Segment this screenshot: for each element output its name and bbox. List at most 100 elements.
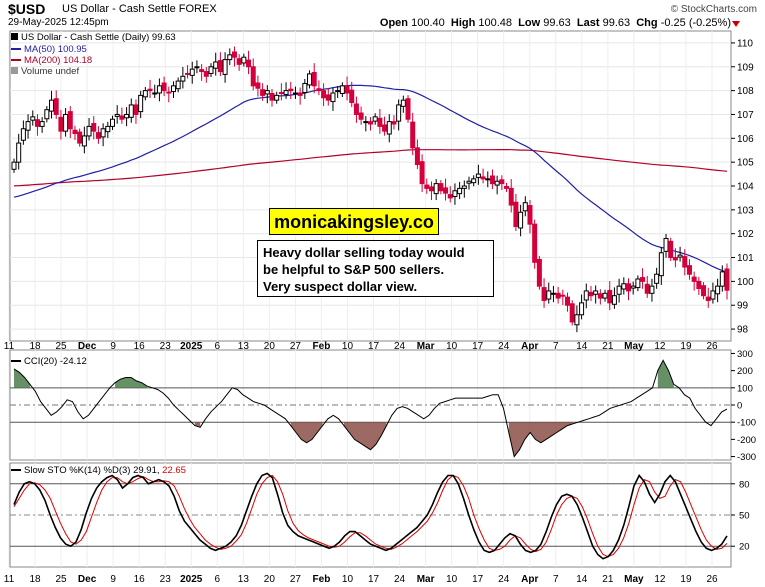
x-axis-label-top: 24: [498, 341, 510, 352]
legend-main-swatch: [11, 33, 18, 40]
candle-body: [241, 56, 247, 64]
legend-ma50-swatch: [11, 48, 21, 51]
candle-body: [546, 290, 552, 300]
x-axis-label-top: 25: [56, 341, 68, 352]
candle-body: [161, 82, 167, 92]
x-axis-label-top: 16: [134, 341, 146, 352]
candle-body: [489, 175, 495, 185]
candle-body: [513, 201, 519, 228]
x-axis-label-bottom: 6: [215, 574, 221, 585]
candle-body: [635, 278, 641, 289]
candle-body: [414, 147, 420, 166]
down-arrow-icon: [732, 21, 740, 27]
candle-body: [461, 185, 467, 189]
low-value: 99.63: [543, 17, 571, 29]
x-axis-label-top: 11: [4, 341, 15, 352]
candle-body: [410, 121, 416, 149]
candle-body: [227, 54, 233, 61]
candle-body: [67, 111, 73, 130]
candle-body: [677, 254, 683, 258]
annotation-line-2: be helpful to S&P 500 sellers.: [263, 262, 445, 277]
candle-body: [611, 295, 617, 305]
candle-body: [260, 89, 266, 96]
cci-y-tick-label: -100: [737, 418, 756, 429]
candle-body: [58, 116, 64, 132]
candle-body: [391, 121, 397, 125]
sto-legend: Slow STO %K(14) %D(3) 29.91, 22.65: [11, 465, 186, 476]
candle-body: [471, 178, 477, 184]
candle-body: [447, 194, 453, 199]
brand-watermark: © StockCharts.com: [670, 4, 757, 15]
x-axis-label-bottom: 23: [160, 574, 172, 585]
candle-body: [114, 113, 120, 117]
instrument-name: US Dollar - Cash Settle FOREX: [62, 3, 217, 15]
candle-body: [180, 75, 186, 82]
candle-body: [382, 124, 388, 132]
candle-body: [53, 98, 59, 115]
candle-body: [358, 112, 364, 120]
cci-y-tick-label: 100: [737, 383, 753, 394]
cci-y-tick-label: 200: [737, 366, 753, 377]
last-label: Last: [576, 17, 600, 29]
price-y-tick-label: 104: [737, 182, 754, 193]
candle-body: [11, 161, 17, 170]
candle-body: [185, 72, 191, 75]
candle-body: [81, 135, 87, 147]
x-axis-label-top: 17: [472, 341, 484, 352]
candle-body: [424, 184, 430, 189]
candle-body: [658, 252, 664, 277]
candle-body: [419, 161, 425, 185]
x-axis-label-bottom: May: [624, 574, 644, 585]
candle-body: [504, 185, 510, 189]
legend-ma200: MA(200) 104.18: [11, 55, 92, 66]
candle-body: [269, 92, 275, 101]
candle-body: [536, 258, 542, 287]
candle-body: [499, 179, 505, 185]
candle-body: [292, 92, 298, 95]
candle-body: [724, 268, 730, 291]
x-axis-label-top: 24: [394, 341, 406, 352]
candle-body: [696, 280, 702, 290]
legend-volume: Volume undef: [11, 66, 79, 77]
open-value: 100.40: [411, 17, 445, 29]
cci-legend-swatch: [11, 360, 21, 363]
candle-body: [16, 142, 22, 163]
x-axis-label-bottom: 9: [110, 574, 116, 585]
chg-value: -0.25 (-0.25%): [660, 17, 731, 29]
x-axis-label-top: 27: [290, 341, 302, 352]
legend-ma200-swatch: [11, 59, 21, 62]
chart-date: 29-May-2025 12:45pm: [8, 17, 109, 28]
x-axis-label-top: 2025: [180, 341, 203, 352]
x-axis-label-bottom: 24: [394, 574, 406, 585]
cci-legend: CCI(20) -24.12: [11, 356, 87, 367]
candle-body: [541, 287, 547, 301]
candle-body: [307, 73, 313, 86]
candle-body: [691, 276, 697, 282]
x-axis-label-bottom: 10: [342, 574, 354, 585]
candle-body: [686, 265, 692, 275]
candle-body: [39, 121, 45, 127]
candle-body: [297, 92, 303, 96]
high-label: High: [450, 17, 476, 29]
candle-body: [452, 190, 458, 197]
ma200-line: [13, 149, 728, 187]
cci-y-tick-label: -300: [737, 452, 756, 463]
x-axis-label-bottom: 26: [706, 574, 718, 585]
chg-label: Chg: [636, 17, 658, 29]
candle-body: [654, 273, 660, 284]
x-axis-label-bottom: 24: [498, 574, 510, 585]
candle-body: [283, 90, 289, 95]
candle-body: [480, 176, 486, 180]
legend-volume-text: Volume undef: [21, 66, 80, 77]
candle-body: [95, 132, 101, 139]
x-axis-label-top: Apr: [521, 341, 538, 352]
candle-body: [110, 118, 116, 127]
candle-body: [386, 121, 392, 135]
candle-body: [236, 58, 242, 65]
candle-body: [302, 82, 308, 94]
x-axis-label-top: 6: [215, 341, 221, 352]
candle-body: [396, 104, 402, 122]
candle-body: [138, 94, 144, 113]
x-axis-label-top: 17: [368, 341, 380, 352]
